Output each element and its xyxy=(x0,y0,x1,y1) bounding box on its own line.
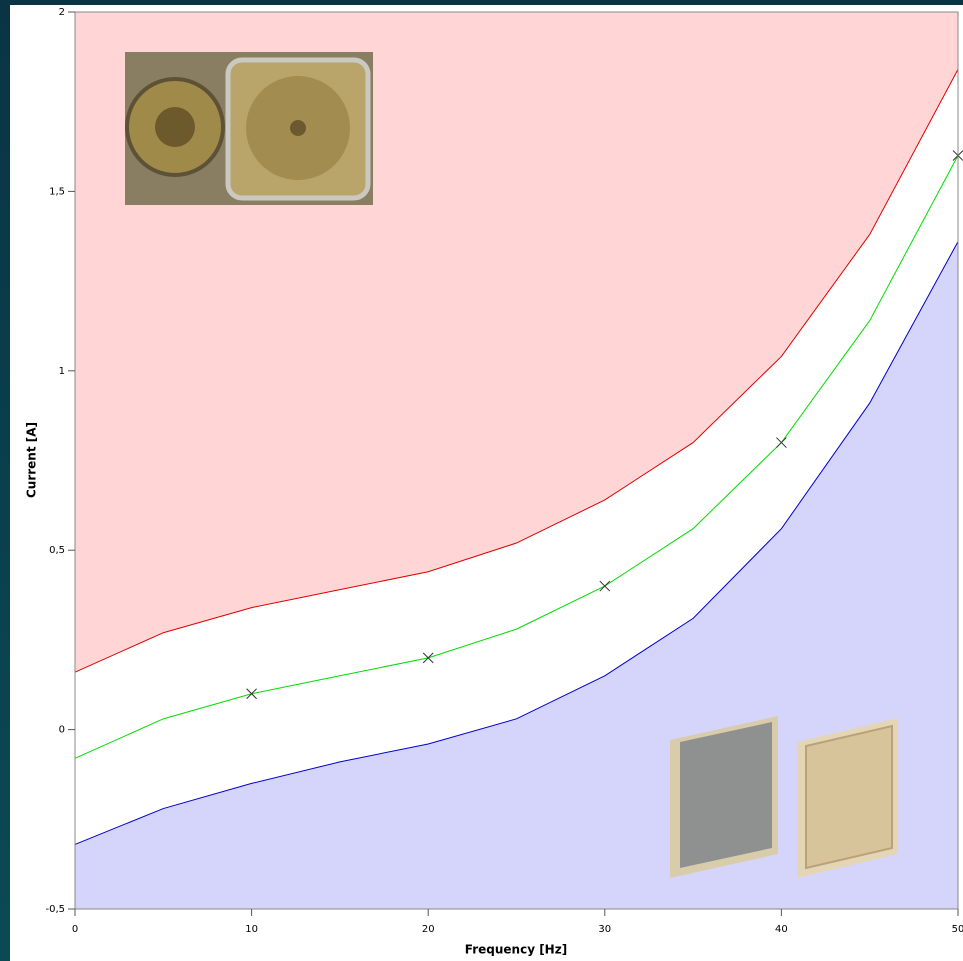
y-axis-label: Current [A] xyxy=(25,422,39,498)
y-tick-label: 0,5 xyxy=(49,545,65,556)
y-tick-label: -0,5 xyxy=(45,904,65,915)
x-tick-label: 20 xyxy=(422,924,435,935)
y-tick-label: 0 xyxy=(59,725,65,736)
x-tick-label: 40 xyxy=(775,924,788,935)
x-tick-label: 10 xyxy=(245,924,258,935)
x-tick-label: 0 xyxy=(72,924,78,935)
photo-fan xyxy=(125,52,373,205)
chart: Frequency [Hz] Current [A] -0,5 0 0,5 1 1,5 2… xyxy=(0,0,963,961)
y-tick-label: 1,5 xyxy=(49,186,65,197)
y-tick-label: 2 xyxy=(59,7,65,18)
x-axis-label: Frequency [Hz] xyxy=(465,943,567,957)
y-tick-label: 1 xyxy=(59,366,65,377)
x-tick-label: 50 xyxy=(952,924,963,935)
x-tick-label: 30 xyxy=(598,924,611,935)
page: {"chart_data": { "type": "line", "xlabel… xyxy=(0,0,963,961)
